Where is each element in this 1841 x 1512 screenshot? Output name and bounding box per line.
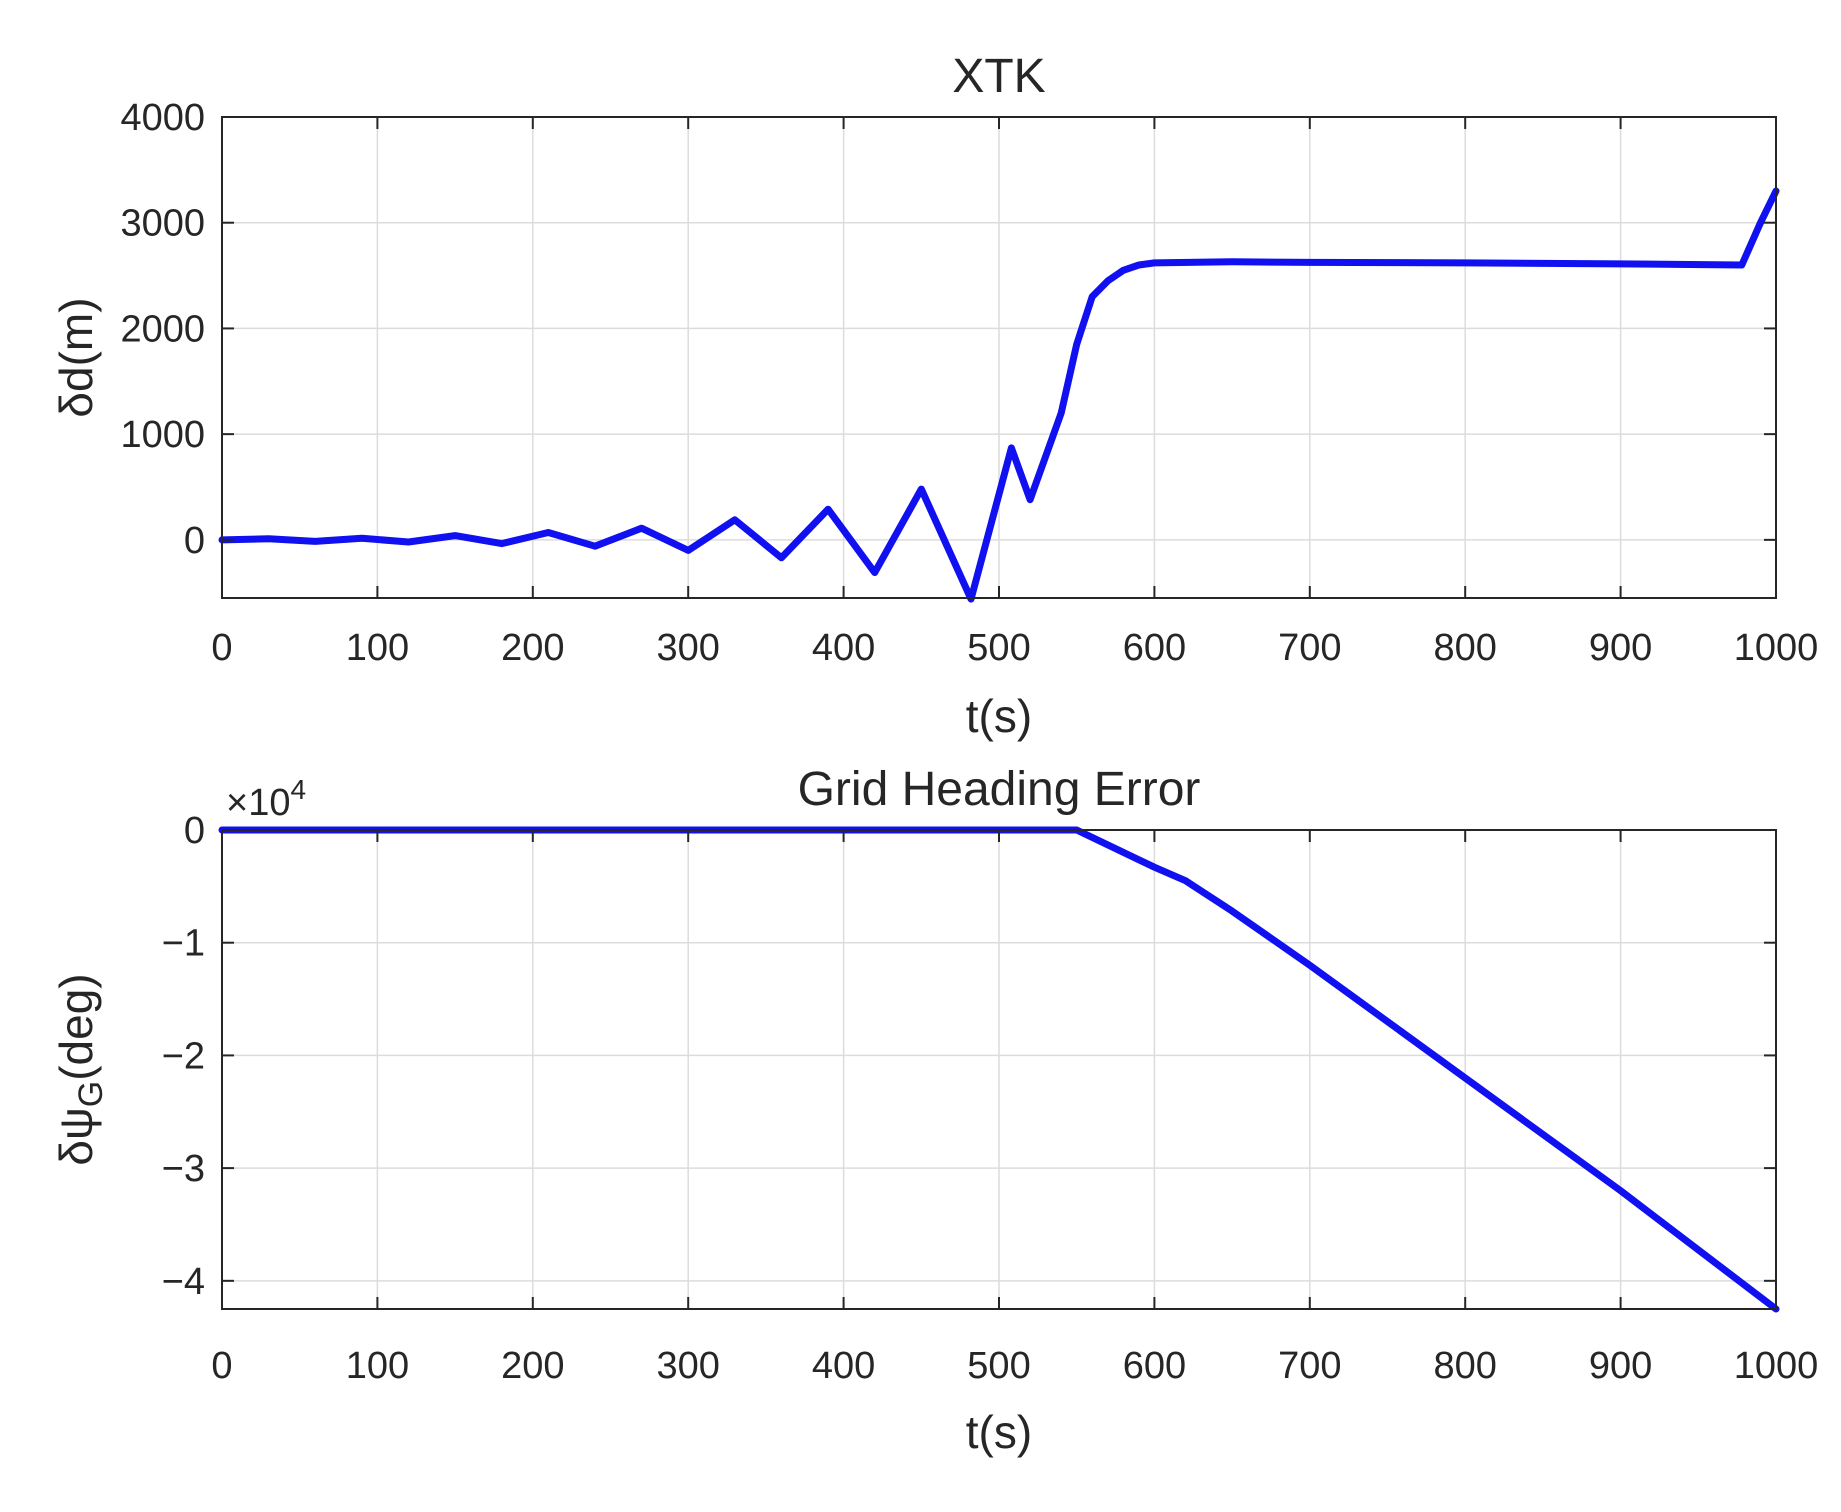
xtk-chart: 0 100 200 300 400 500 600 700 800 900 1000 0 1000 200…	[50, 50, 1818, 742]
heading-y-tick-label: −3	[162, 1148, 205, 1190]
heading-x-axis-label: t(s)	[966, 1406, 1032, 1458]
xtk-data-point	[1074, 341, 1080, 347]
xtk-data-point	[1739, 262, 1745, 268]
xtk-data-point	[1136, 262, 1142, 268]
heading-data-point	[1183, 878, 1188, 884]
xtk-data-point	[359, 535, 365, 541]
xtk-data-point	[1462, 260, 1468, 266]
xtk-x-tick-label: 1000	[1734, 627, 1819, 669]
xtk-data-point	[1008, 445, 1014, 451]
xtk-data-point	[1089, 294, 1095, 300]
heading-y-axis-label: δψG(deg)	[50, 973, 110, 1165]
xtk-data-point	[825, 506, 831, 512]
xtk-x-tick-label: 600	[1123, 627, 1186, 669]
heading-data-point	[1151, 864, 1157, 870]
xtk-data-point	[1058, 410, 1064, 416]
xtk-data-point	[918, 486, 924, 492]
xtk-x-tick-label: 400	[812, 627, 875, 669]
heading-y-tick-label: −1	[162, 923, 205, 965]
xtk-x-tick-label: 300	[656, 627, 719, 669]
xtk-data-point	[685, 547, 691, 553]
xtk-data-point	[1229, 259, 1235, 265]
xtk-data-point	[1307, 259, 1313, 265]
heading-x-tick-label: 800	[1433, 1345, 1496, 1387]
xtk-x-tick-label: 500	[967, 627, 1030, 669]
xtk-data-point	[778, 555, 784, 561]
xtk-x-tick-label: 900	[1589, 627, 1652, 669]
heading-x-tick-label: 1000	[1734, 1345, 1819, 1387]
heading-y-multiplier: ×104	[226, 774, 306, 824]
xtk-y-tick-label: 2000	[120, 308, 205, 350]
heading-x-tick-label: 700	[1278, 1345, 1341, 1387]
xtk-y-tick-label: 0	[184, 520, 205, 562]
xtk-data-point	[545, 530, 551, 535]
heading-data-point	[1307, 962, 1313, 968]
xtk-y-tick-label: 3000	[120, 203, 205, 245]
heading-x-tick-label: 0	[211, 1345, 232, 1387]
xtk-x-tick-label: 0	[211, 627, 232, 669]
xtk-data-point	[499, 541, 505, 547]
heading-data-point	[1462, 1075, 1468, 1081]
xtk-data-point	[592, 543, 598, 549]
grid-heading-error-chart: 0 100 200 300 400 500 600 700 800 900 1000 0 −1 −2 −3 −…	[50, 763, 1818, 1458]
heading-data-point	[1618, 1188, 1624, 1194]
xtk-y-tick-label: 1000	[120, 414, 205, 456]
xtk-data-point	[1027, 497, 1033, 503]
xtk-x-tick-label: 700	[1278, 627, 1341, 669]
xtk-data-point	[1105, 278, 1111, 284]
xtk-x-tick-label: 800	[1433, 627, 1496, 669]
xtk-data-point	[1120, 267, 1126, 273]
heading-y-tick-label: −4	[162, 1261, 205, 1303]
xtk-data-point	[1758, 220, 1763, 226]
heading-y-axis-label-unit: (deg)	[50, 973, 102, 1080]
heading-y-multiplier-exponent: 4	[290, 774, 306, 805]
heading-y-axis-label-main: δψ	[50, 1107, 102, 1165]
xtk-data-point	[1151, 260, 1157, 266]
xtk-data-point	[452, 533, 458, 539]
xtk-data-point	[266, 536, 272, 542]
xtk-x-tick-label: 200	[501, 627, 564, 669]
xtk-y-tick-label: 4000	[120, 97, 205, 139]
xtk-x-axis-label: t(s)	[966, 690, 1032, 742]
heading-y-tick-label: −2	[162, 1035, 205, 1077]
heading-chart-title: Grid Heading Error	[798, 763, 1201, 816]
heading-x-tick-label: 200	[501, 1345, 564, 1387]
heading-x-tick-label: 900	[1589, 1345, 1652, 1387]
xtk-y-axis-label: δd(m)	[50, 297, 102, 417]
xtk-data-point	[872, 570, 878, 576]
heading-x-tick-label: 100	[346, 1345, 409, 1387]
heading-y-tick-label: 0	[184, 810, 205, 852]
xtk-x-tick-label: 100	[346, 627, 409, 669]
xtk-data-point	[312, 538, 318, 544]
xtk-data-point	[732, 517, 738, 523]
heading-x-tick-label: 600	[1123, 1345, 1186, 1387]
heading-y-multiplier-base: ×10	[226, 782, 290, 824]
xtk-data-point	[1618, 261, 1624, 267]
heading-x-tick-label: 300	[656, 1345, 719, 1387]
xtk-data-point	[639, 525, 645, 531]
heading-x-tick-label: 400	[812, 1345, 875, 1387]
heading-data-point	[1229, 908, 1235, 914]
heading-x-tick-label: 500	[967, 1345, 1030, 1387]
heading-y-axis-label-subscript: G	[72, 1081, 110, 1107]
xtk-chart-title: XTK	[952, 50, 1045, 103]
xtk-data-point	[406, 539, 411, 545]
